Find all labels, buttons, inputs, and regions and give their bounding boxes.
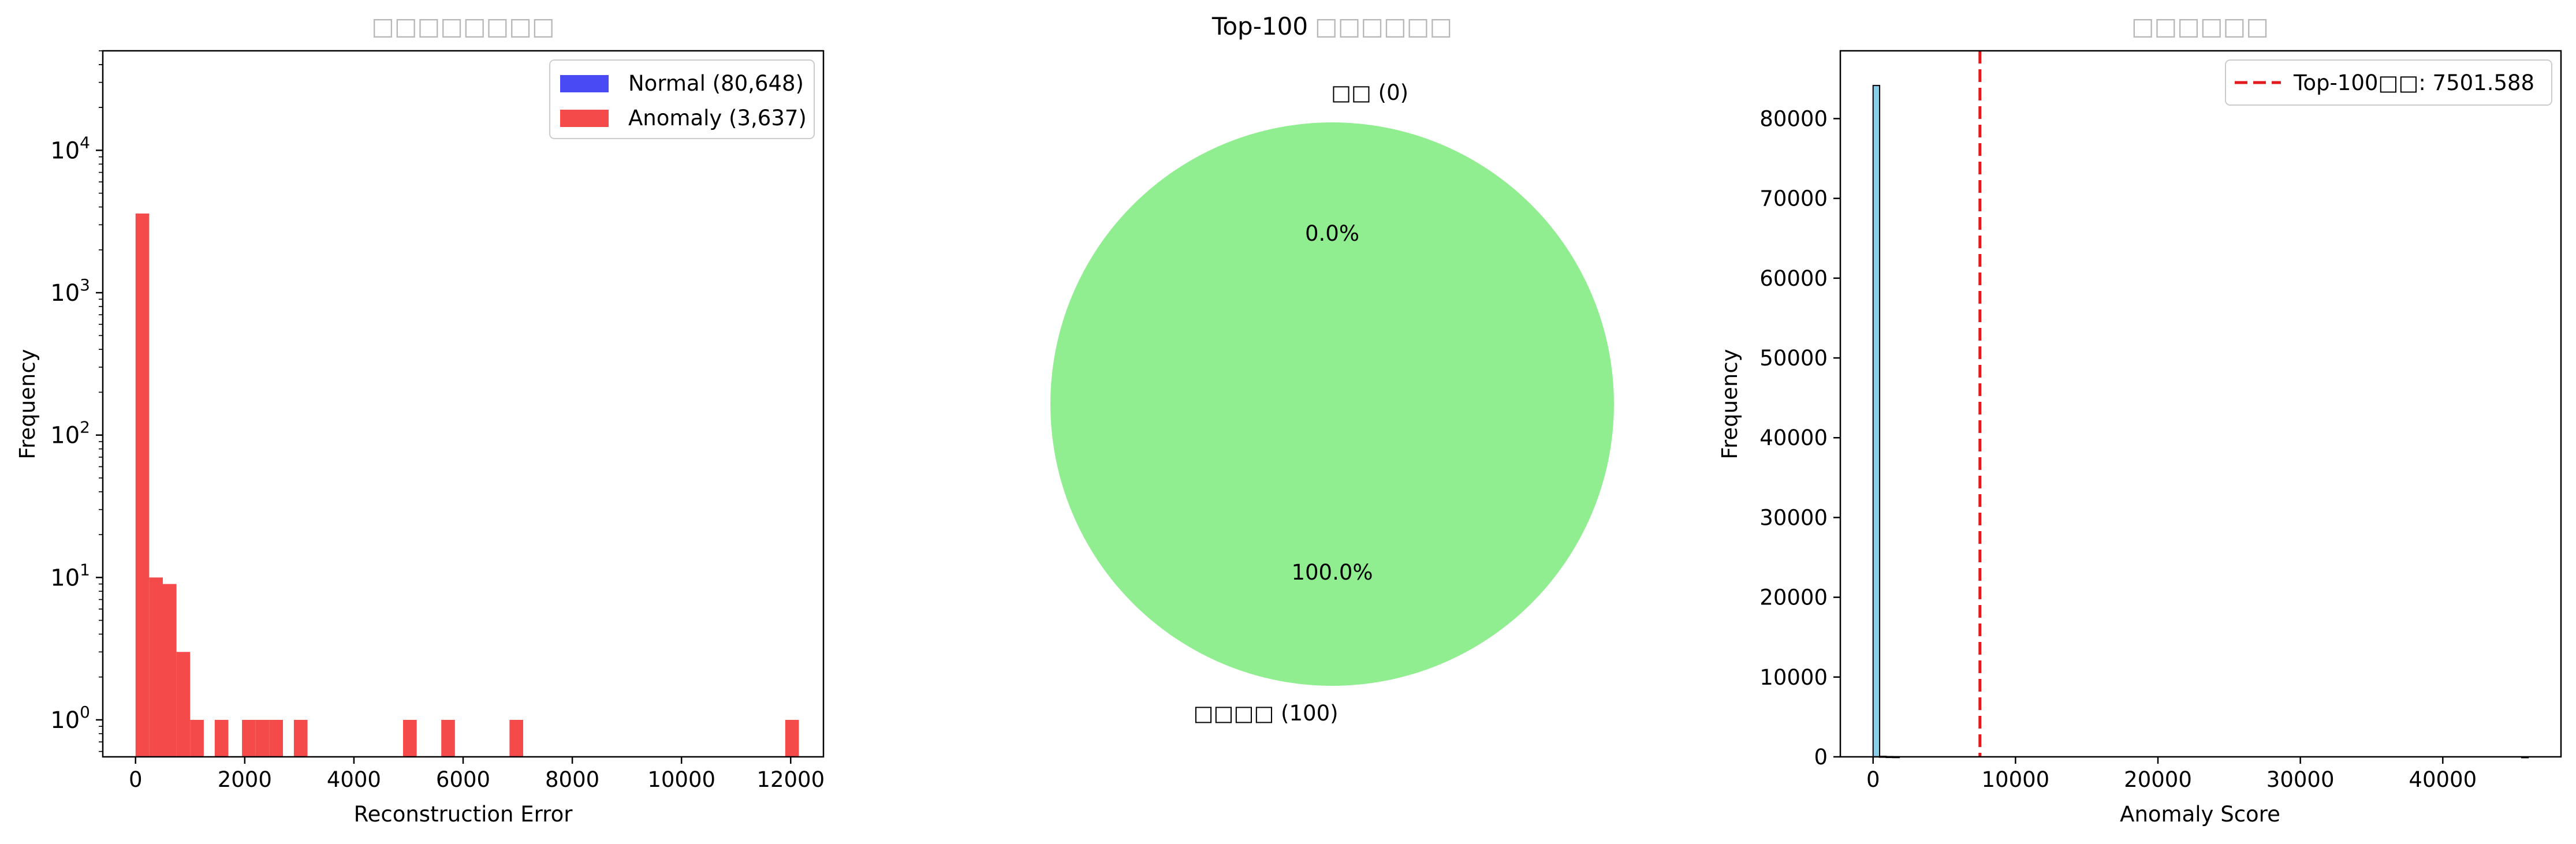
y-tick-label: 10000 bbox=[1759, 665, 1828, 690]
pie-label-slice-1: □□□□ (100) bbox=[1193, 701, 1338, 726]
chart1-legend-label-anomaly: Anomaly (3,637) bbox=[628, 106, 807, 130]
chart3-legend: Top-100□□: 7501.588 bbox=[2225, 59, 2552, 106]
chart3-axes-frame bbox=[1839, 50, 2562, 758]
histogram-bar bbox=[255, 719, 270, 757]
histogram-bar bbox=[163, 584, 177, 757]
x-tick-label: 10000 bbox=[647, 767, 715, 792]
y-tick-label: 50000 bbox=[1759, 346, 1828, 371]
histogram-bar bbox=[149, 577, 163, 757]
chart2-title-prefix: Top-100 bbox=[1211, 12, 1308, 40]
chart3-legend-box bbox=[2225, 59, 2552, 106]
chart1-legend-label-normal: Normal (80,648) bbox=[628, 71, 804, 96]
x-tick-label: 8000 bbox=[545, 767, 599, 792]
chart1-bars bbox=[135, 213, 799, 757]
pie-pct-slice-0: 0.0% bbox=[1305, 221, 1359, 246]
chart1-legend-box bbox=[549, 59, 815, 139]
histogram-bar bbox=[135, 213, 150, 757]
y-tick-label: 30000 bbox=[1759, 505, 1828, 530]
histogram-bar bbox=[441, 719, 455, 757]
x-tick-label: 6000 bbox=[436, 767, 490, 792]
y-tick-label: 102 bbox=[50, 418, 90, 449]
chart1-title: □□□□□□□□ bbox=[371, 12, 554, 40]
chart3-y-axis-label: Frequency bbox=[1717, 349, 1742, 459]
y-tick-label: 20000 bbox=[1759, 585, 1828, 610]
pie-slice bbox=[1050, 122, 1614, 686]
chart2-title-rest: □□□□□□ bbox=[1315, 12, 1452, 40]
histogram-bar bbox=[785, 719, 799, 757]
y-tick-label: 40000 bbox=[1759, 425, 1828, 450]
chart1-plot-area bbox=[103, 51, 823, 757]
x-tick-label: 2000 bbox=[218, 767, 272, 792]
y-tick-label: 100 bbox=[50, 703, 90, 734]
histogram-bar bbox=[269, 719, 283, 757]
histogram-bar bbox=[242, 719, 256, 757]
x-tick-label: 12000 bbox=[756, 767, 825, 792]
chart1-legend-swatch-anomaly bbox=[560, 110, 609, 127]
x-tick-label: 30000 bbox=[2266, 767, 2335, 792]
x-tick-label: 0 bbox=[129, 767, 143, 792]
histogram-bar bbox=[293, 719, 308, 757]
top100-pie-chart: Top-100 □□□□□□ □□ (0) 0.0% 100.0% □□□□ (1… bbox=[1050, 12, 1614, 726]
chart1-x-axis-label: Reconstruction Error bbox=[354, 802, 573, 827]
histogram-bar bbox=[214, 719, 229, 757]
y-tick-label: 0 bbox=[1814, 745, 1828, 770]
y-tick-label: 103 bbox=[50, 275, 90, 307]
anomaly-score-histogram: □□□□□□ 0 10000 20000 30000 40000 0 10000 20000… bbox=[1717, 12, 2562, 827]
pie-pct-slice-1: 100.0% bbox=[1291, 560, 1373, 585]
y-tick-label: 104 bbox=[50, 133, 90, 164]
chart1-y-ticks: 100 101 102 103 104 bbox=[50, 50, 103, 752]
y-tick-label: 101 bbox=[50, 560, 90, 591]
chart1-legend-swatch-normal bbox=[560, 75, 609, 92]
chart3-plot-area bbox=[1840, 51, 2561, 757]
x-tick-label: 40000 bbox=[2409, 767, 2477, 792]
x-tick-label: 0 bbox=[1866, 767, 1880, 792]
chart1-x-ticks: 0 2000 4000 6000 8000 10000 12000 bbox=[129, 757, 825, 792]
chart1-legend: Normal (80,648) Anomaly (3,637) bbox=[549, 59, 815, 139]
x-tick-label: 10000 bbox=[1982, 767, 2050, 792]
chart1-y-axis-label: Frequency bbox=[15, 349, 40, 459]
pie-label-slice-0: □□ (0) bbox=[1331, 80, 1408, 105]
chart2-title: Top-100 □□□□□□ bbox=[1211, 12, 1452, 40]
histogram-bar bbox=[403, 719, 417, 757]
histogram-bar bbox=[509, 719, 523, 757]
chart3-legend-label-threshold: Top-100□□: 7501.588 bbox=[2293, 70, 2534, 95]
x-tick-label: 4000 bbox=[327, 767, 381, 792]
chart3-x-axis-label: Anomaly Score bbox=[2120, 802, 2280, 827]
y-tick-label: 60000 bbox=[1759, 266, 1828, 291]
x-tick-label: 20000 bbox=[2124, 767, 2192, 792]
chart3-title: □□□□□□ bbox=[2131, 12, 2269, 40]
chart2-slices bbox=[1050, 122, 1614, 686]
histogram-bar bbox=[176, 652, 191, 757]
y-tick-label: 70000 bbox=[1759, 186, 1828, 211]
chart3-x-ticks: 0 10000 20000 30000 40000 bbox=[1866, 757, 2477, 792]
histogram-bar bbox=[190, 719, 204, 757]
histogram-bar bbox=[1872, 85, 1881, 758]
y-tick-label: 80000 bbox=[1759, 106, 1828, 131]
chart3-y-ticks: 0 10000 20000 30000 40000 50000 60000 70000 8000… bbox=[1759, 106, 1840, 770]
reconstruction-error-histogram: □□□□□□□□ 0 2000 4000 6000 8000 10000 12000 100… bbox=[15, 12, 825, 827]
